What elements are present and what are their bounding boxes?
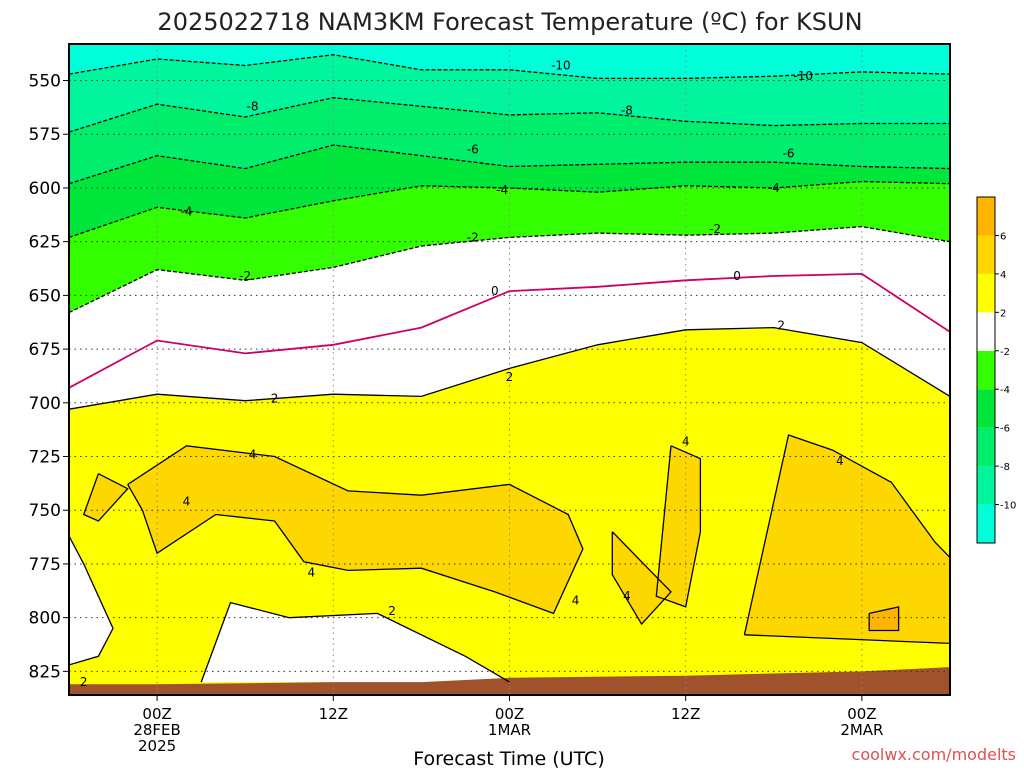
isotherm-line xyxy=(69,97,950,133)
contour-label: 0 xyxy=(491,284,499,298)
region-fill xyxy=(127,445,583,614)
x-tick-label: 00Z xyxy=(495,705,524,723)
y-tick-label: 775 xyxy=(29,555,61,575)
x-tick-label: 12Z xyxy=(319,705,348,723)
x-tick-label: 00Z xyxy=(847,705,876,723)
freezing-line xyxy=(69,272,950,389)
watermark[interactable]: coolwx.com/modelts xyxy=(852,745,1016,764)
contour-label: 2 xyxy=(777,318,785,332)
x-tick-label: 2025 xyxy=(138,737,176,755)
contour-label: -8 xyxy=(247,99,259,113)
contour-label: -2 xyxy=(239,269,251,283)
isotherm-line xyxy=(743,434,950,645)
colorbar-label: 2 xyxy=(1000,308,1006,319)
isotherm-line xyxy=(82,473,129,522)
plot-area: -10 -10 -8 -8 -6 -6 -4 -4 -4 -2 -2 -2 0 0 2 2 2 2 2 4 4 4 4 4 4 4 xyxy=(68,43,951,696)
colorbar-frame xyxy=(976,196,996,544)
y-tick-label: 825 xyxy=(29,662,61,682)
y-tick-label: 650 xyxy=(29,286,61,306)
x-tick-label: 1MAR xyxy=(488,721,531,739)
x-tick-label: 2MAR xyxy=(840,721,883,739)
contour-label: -10 xyxy=(551,58,571,72)
contour-label: 4 xyxy=(307,566,315,580)
terrain xyxy=(69,667,950,695)
contour-label: -6 xyxy=(782,147,794,161)
colorbar-label: 4 xyxy=(1000,270,1006,281)
color-legend: -10 -8 -6 -4 -2 2 4 6 xyxy=(976,196,1016,544)
contour-label: 4 xyxy=(682,434,690,448)
contour-label: 4 xyxy=(836,454,844,468)
y-tick-label: 800 xyxy=(29,609,61,629)
y-tick-label: 600 xyxy=(29,179,61,199)
y-tick-label: 550 xyxy=(29,72,61,92)
isotherm-line xyxy=(868,606,900,632)
region-fill xyxy=(69,536,113,665)
chart-title: 2025022718 NAM3KM Forecast Temperature (… xyxy=(157,8,862,36)
colorbar-swatch xyxy=(977,197,995,236)
colorbar-label: 6 xyxy=(1000,231,1006,242)
region-fill xyxy=(744,435,950,644)
isotherm-line xyxy=(69,535,114,666)
x-tick-label: 00Z xyxy=(142,705,171,723)
contour-label: 4 xyxy=(623,589,631,603)
colorbar-swatch xyxy=(977,312,995,351)
isotherm-line xyxy=(69,225,950,314)
colorbar-label: -8 xyxy=(1000,462,1010,473)
contour-label: 2 xyxy=(506,370,514,384)
isotherm-line xyxy=(611,531,672,626)
colorbar-swatch xyxy=(977,427,995,467)
colorbar-swatch xyxy=(977,389,995,428)
contour-label: -2 xyxy=(709,222,721,236)
x-tick-label: 28FEB xyxy=(133,721,180,739)
y-axis: 550 575 600 625 650 675 700 725 750 775 800 825 xyxy=(29,72,69,682)
contour-label: -6 xyxy=(467,142,479,156)
isotherm-line xyxy=(655,445,702,608)
contour-label: 2 xyxy=(388,604,396,618)
y-tick-label: 575 xyxy=(29,125,61,145)
y-tick-label: 625 xyxy=(29,233,61,253)
y-tick-label: 675 xyxy=(29,340,61,360)
contour-label: 4 xyxy=(572,593,580,607)
contour-label: -2 xyxy=(467,230,479,244)
region-fill xyxy=(612,531,671,625)
isotherm-line xyxy=(200,601,510,683)
colorbar-label: -10 xyxy=(1000,501,1016,512)
y-tick-label: 700 xyxy=(29,394,61,414)
contour-label: 2 xyxy=(80,675,88,689)
contour-label: 0 xyxy=(733,269,741,283)
isotherm-line xyxy=(69,326,950,410)
contour-label: -4 xyxy=(180,205,192,219)
colorbar-swatch xyxy=(977,235,995,274)
region-fill xyxy=(869,606,899,631)
x-tick-label: 12Z xyxy=(671,705,700,723)
colorbar-swatch xyxy=(977,466,995,505)
isotherm-line xyxy=(69,180,950,239)
isotherm-line xyxy=(69,54,950,80)
contour-label: 2 xyxy=(271,392,279,406)
isotherm-line xyxy=(127,445,584,615)
contour-label: 4 xyxy=(183,495,191,509)
colorbar-label: -2 xyxy=(1000,347,1010,358)
region-fill xyxy=(201,602,510,683)
contour-label: -10 xyxy=(793,69,813,83)
colorbar-label: -4 xyxy=(1000,385,1010,396)
colorbar-swatch xyxy=(977,504,995,543)
y-tick-label: 750 xyxy=(29,501,61,521)
colorbar-swatch xyxy=(977,350,995,390)
isotherm-line xyxy=(69,144,950,185)
x-axis-label: Forecast Time (UTC) xyxy=(413,748,604,768)
contour-label: 4 xyxy=(249,447,257,461)
contour-label: -4 xyxy=(496,183,508,197)
colorbar-label: -6 xyxy=(1000,424,1010,435)
contour-label: -4 xyxy=(768,181,780,195)
y-tick-label: 725 xyxy=(29,448,61,468)
contour-label: -8 xyxy=(621,104,633,118)
colorbar-swatch xyxy=(977,273,995,313)
